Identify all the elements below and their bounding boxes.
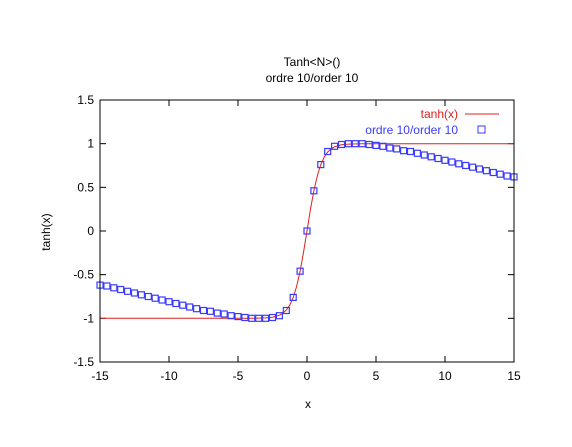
series-line-tanh [100, 143, 514, 319]
data-point-order10 [262, 314, 270, 322]
data-point-order10 [130, 289, 139, 297]
data-point-order10 [503, 172, 511, 180]
data-point-order10 [372, 141, 380, 149]
data-point-order10 [172, 299, 180, 308]
data-point-order10 [103, 282, 111, 290]
y-tick-label: 1 [87, 137, 94, 151]
legend-label-tanh: tanh(x) [421, 107, 458, 121]
y-axis-label: tanh(x) [39, 213, 53, 250]
legend-label-order10: ordre 10/order 10 [365, 123, 458, 137]
data-point-order10 [144, 292, 152, 301]
data-point-order10 [248, 314, 256, 322]
data-point-order10 [393, 145, 401, 153]
data-point-order10 [469, 163, 477, 171]
plot-frame [99, 99, 515, 363]
data-point-order10 [165, 298, 173, 306]
data-point-order10 [489, 168, 497, 177]
x-tick-label: 10 [438, 369, 452, 383]
data-point-order10 [475, 165, 484, 173]
data-point-order10 [406, 147, 415, 156]
data-point-order10 [482, 167, 490, 175]
x-tick-label: -10 [160, 369, 178, 383]
data-point-order10 [275, 312, 283, 320]
data-point-order10 [441, 156, 449, 164]
data-point-order10 [351, 140, 359, 148]
data-point-order10 [206, 307, 214, 315]
data-point-order10 [193, 305, 201, 313]
data-point-order10 [462, 161, 470, 170]
data-point-order10 [400, 147, 408, 155]
data-point-order10 [455, 160, 463, 168]
data-point-order10 [296, 267, 304, 275]
data-point-order10 [496, 170, 504, 178]
y-tick-label: -0.5 [73, 268, 94, 282]
data-point-order10 [337, 140, 346, 149]
data-point-order10 [268, 313, 277, 322]
x-tick-label: -15 [91, 369, 109, 383]
x-tick-label: 0 [304, 369, 311, 383]
y-tick-label: 0.5 [77, 180, 94, 194]
y-tick-label: -1 [83, 311, 94, 325]
legend: tanh(x) ordre 10/order 10 [365, 107, 499, 137]
data-point-order10 [448, 158, 456, 166]
data-point-order10 [110, 284, 118, 292]
y-tick-label: -1.5 [73, 355, 94, 369]
data-point-order10 [137, 291, 145, 299]
data-point-order10 [151, 294, 159, 302]
data-point-order10 [331, 142, 339, 150]
data-point-order10 [186, 303, 194, 311]
data-point-order10 [386, 144, 394, 152]
data-point-order10 [234, 313, 242, 321]
tick-labels: -15 -10 -5 0 5 10 15 -1.5 -1 -0.5 0 0.5 1 1.5 [73, 93, 521, 383]
x-tick-label: 5 [373, 369, 380, 383]
x-axis-label: x [305, 397, 311, 411]
chart-subtitle: ordre 10/order 10 [266, 71, 359, 85]
data-point-order10 [358, 140, 366, 148]
chart-title: Tanh<N>() [284, 55, 341, 69]
data-point-order10 [220, 310, 228, 318]
data-point-order10 [241, 313, 249, 322]
data-point-order10 [282, 306, 290, 315]
data-point-order10 [434, 154, 442, 163]
legend-swatch-order10 [477, 125, 486, 134]
data-point-order10 [255, 314, 263, 322]
data-point-order10 [310, 187, 318, 195]
y-tick-label: 0 [87, 224, 94, 238]
data-point-order10 [324, 147, 332, 156]
data-point-order10 [179, 301, 187, 309]
y-tick-label: 1.5 [77, 93, 94, 107]
data-point-order10 [213, 309, 221, 317]
data-point-order10 [413, 149, 421, 157]
data-point-order10 [289, 293, 297, 301]
data-point-order10 [365, 140, 373, 149]
data-point-order10 [420, 151, 428, 159]
data-series [96, 140, 518, 322]
data-point-order10 [303, 227, 311, 235]
x-tick-label: 15 [507, 369, 521, 383]
data-point-order10 [123, 287, 132, 295]
data-point-order10 [317, 161, 325, 169]
data-point-order10 [379, 142, 387, 150]
data-point-order10 [427, 153, 435, 161]
data-point-order10 [158, 296, 166, 304]
data-point-order10 [344, 140, 352, 148]
data-point-order10 [227, 312, 235, 320]
data-point-order10 [199, 306, 208, 315]
x-tick-label: -5 [233, 369, 244, 383]
data-point-order10 [117, 285, 125, 294]
